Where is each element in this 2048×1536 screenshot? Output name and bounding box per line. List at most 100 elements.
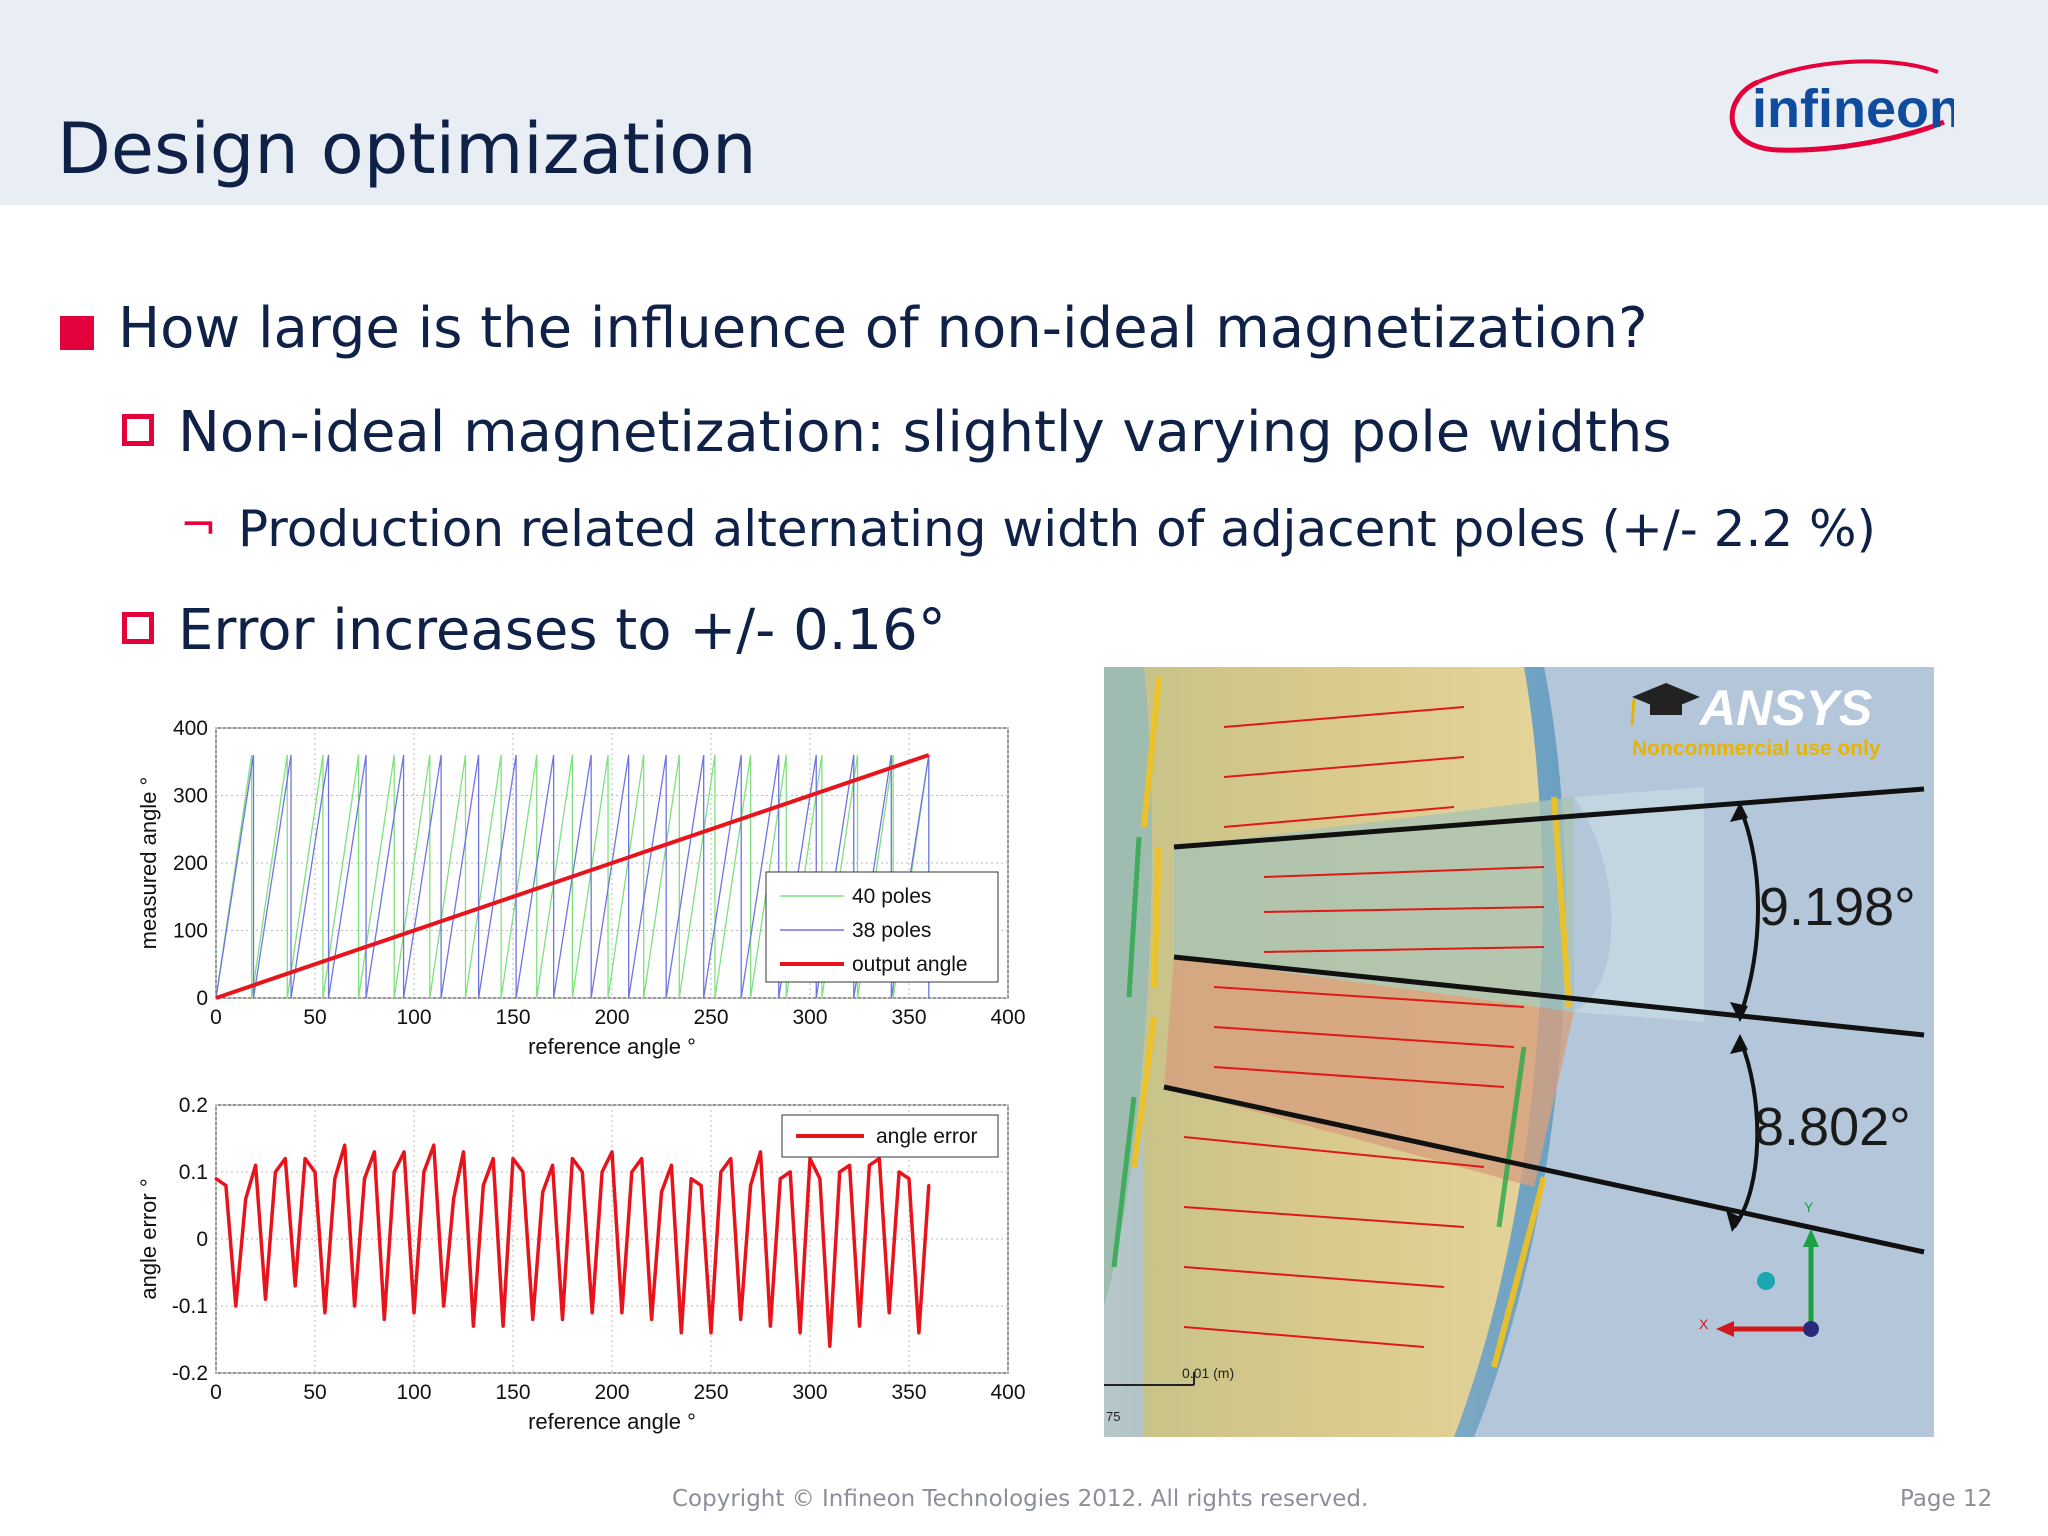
x-tick-label: 400	[990, 1381, 1025, 1404]
x-tick-label: 250	[693, 1006, 728, 1029]
data-point	[452, 1197, 456, 1201]
x-tick-label: 200	[594, 1006, 629, 1029]
data-point	[788, 1170, 792, 1174]
x-tick-label: 50	[303, 1006, 326, 1029]
data-point	[858, 1324, 861, 1328]
data-point	[521, 1170, 525, 1174]
data-point	[353, 1304, 357, 1308]
data-point	[907, 1177, 911, 1181]
legend-label: output angle	[852, 953, 968, 976]
data-point	[739, 1317, 743, 1321]
x-tick-label: 0	[210, 1006, 222, 1029]
slide-header: Design optimization infineon	[0, 0, 2048, 205]
data-point	[244, 1197, 248, 1201]
data-point	[382, 1317, 386, 1321]
x-tick-label: 100	[396, 1006, 431, 1029]
y-tick-label: 300	[173, 785, 208, 808]
x-tick-label: 350	[891, 1381, 926, 1404]
data-point	[541, 1190, 545, 1194]
data-point	[917, 1331, 921, 1335]
x-tick-label: 250	[693, 1381, 728, 1404]
data-point	[689, 1177, 693, 1181]
data-point	[620, 1311, 624, 1315]
data-point	[828, 1344, 832, 1348]
copyright-footer: Copyright © Infineon Technologies 2012. …	[672, 1486, 1369, 1512]
data-point	[531, 1317, 535, 1321]
data-point	[808, 1157, 812, 1161]
y-tick-label: 0	[196, 987, 208, 1010]
ansys-subtitle: Noncommercial use only	[1632, 737, 1881, 760]
y-tick-label: 0	[196, 1228, 208, 1251]
axis-y-label: Y	[1804, 1199, 1814, 1215]
y-axis-label: measured angle °	[136, 777, 161, 950]
data-point	[224, 1183, 228, 1187]
data-point	[719, 1170, 723, 1174]
data-point	[749, 1183, 753, 1187]
y-tick-label: 200	[173, 852, 208, 875]
x-tick-label: 350	[891, 1006, 926, 1029]
data-point	[818, 1177, 822, 1181]
x-tick-label: 0	[210, 1381, 222, 1404]
data-point	[422, 1170, 426, 1174]
data-point	[343, 1143, 347, 1147]
data-point	[699, 1183, 703, 1187]
data-point	[293, 1284, 297, 1288]
data-point	[471, 1324, 475, 1328]
measured-angle-chart: 0 50 100 150 200 250 300 350 400 0 100 200 300 400 ref…	[136, 717, 1026, 1059]
data-point	[650, 1317, 654, 1321]
data-point	[580, 1170, 584, 1174]
bullet-text: How large is the influence of non-ideal …	[118, 296, 1648, 361]
not-sign-bullet-icon: ¬	[180, 500, 217, 551]
data-point	[402, 1150, 406, 1154]
y-tick-label: 400	[173, 717, 208, 740]
y-tick-label: -0.1	[172, 1295, 208, 1318]
data-point	[778, 1177, 782, 1181]
data-point	[254, 1163, 258, 1167]
data-point	[669, 1163, 673, 1167]
data-point	[491, 1157, 495, 1161]
data-point	[640, 1157, 644, 1161]
data-point	[273, 1170, 277, 1174]
data-point	[432, 1143, 436, 1147]
coordinate-triad: X Y	[1699, 1199, 1819, 1337]
data-point	[392, 1170, 396, 1174]
angle-label-1: 9.198°	[1759, 877, 1916, 937]
data-point	[561, 1317, 564, 1321]
data-point	[372, 1150, 376, 1154]
data-point	[927, 1183, 931, 1187]
data-point	[462, 1150, 465, 1154]
data-point	[877, 1157, 881, 1161]
data-point	[897, 1170, 901, 1174]
hollow-square-bullet-icon	[122, 612, 154, 644]
x-axis-label: reference angle °	[528, 1034, 696, 1059]
ansys-brand: ANSYS	[1698, 680, 1872, 736]
data-point	[570, 1157, 574, 1161]
data-point	[709, 1331, 713, 1335]
legend-label: 38 poles	[852, 919, 931, 942]
hollow-square-bullet-icon	[122, 414, 154, 446]
data-point	[442, 1304, 446, 1308]
x-tick-label: 150	[495, 1381, 530, 1404]
x-tick-label: 400	[990, 1006, 1025, 1029]
x-tick-label: 300	[792, 1006, 827, 1029]
data-point	[303, 1157, 307, 1161]
data-point	[590, 1311, 594, 1315]
legend-label: angle error	[876, 1125, 978, 1148]
data-point	[323, 1311, 327, 1315]
x-tick-label: 100	[396, 1381, 431, 1404]
magnetic-field-simulation: 9.198° 8.802° ANSYS Noncommercial use on…	[1104, 667, 1934, 1437]
data-point	[600, 1170, 604, 1174]
page-number: Page 12	[1900, 1486, 1993, 1512]
x-tick-label: 200	[594, 1381, 629, 1404]
legend-label: 40 poles	[852, 885, 931, 908]
scale-label: 0.01 (m)	[1182, 1365, 1234, 1381]
data-point	[848, 1163, 852, 1167]
data-point	[264, 1297, 267, 1301]
data-point	[867, 1163, 871, 1167]
y-tick-label: 100	[173, 920, 208, 943]
x-tick-label: 150	[495, 1006, 530, 1029]
x-axis-label: reference angle °	[528, 1409, 696, 1434]
infineon-logo: infineon	[1729, 59, 1954, 153]
data-point	[511, 1157, 515, 1161]
data-point	[798, 1331, 802, 1335]
